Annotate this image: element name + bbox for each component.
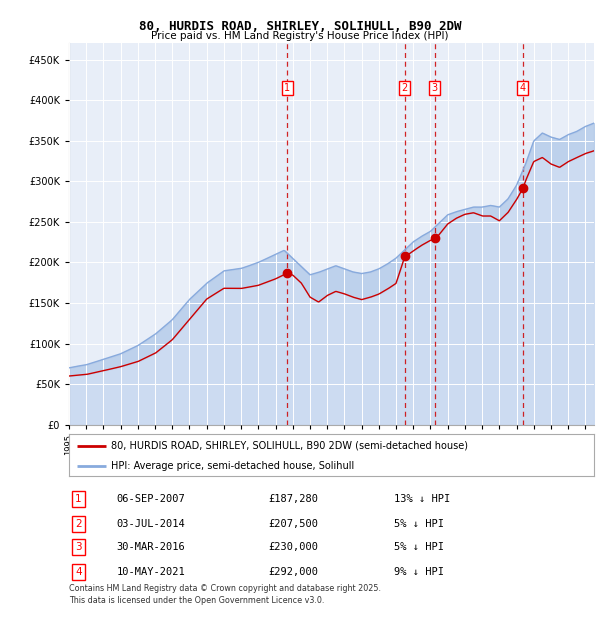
Text: £207,500: £207,500 [269, 519, 319, 529]
Text: 1: 1 [284, 83, 290, 93]
Text: 13% ↓ HPI: 13% ↓ HPI [395, 494, 451, 505]
Text: 03-JUL-2014: 03-JUL-2014 [116, 519, 185, 529]
Text: 4: 4 [75, 567, 82, 577]
Text: 4: 4 [520, 83, 526, 93]
Text: 06-SEP-2007: 06-SEP-2007 [116, 494, 185, 505]
Text: 2: 2 [75, 519, 82, 529]
Text: £187,280: £187,280 [269, 494, 319, 505]
Text: 2: 2 [401, 83, 408, 93]
Text: HPI: Average price, semi-detached house, Solihull: HPI: Average price, semi-detached house,… [111, 461, 354, 471]
Text: Price paid vs. HM Land Registry's House Price Index (HPI): Price paid vs. HM Land Registry's House … [151, 31, 449, 41]
Text: 80, HURDIS ROAD, SHIRLEY, SOLIHULL, B90 2DW (semi-detached house): 80, HURDIS ROAD, SHIRLEY, SOLIHULL, B90 … [111, 441, 468, 451]
Text: Contains HM Land Registry data © Crown copyright and database right 2025.
This d: Contains HM Land Registry data © Crown c… [69, 584, 381, 605]
Text: 3: 3 [432, 83, 438, 93]
Text: 80, HURDIS ROAD, SHIRLEY, SOLIHULL, B90 2DW: 80, HURDIS ROAD, SHIRLEY, SOLIHULL, B90 … [139, 20, 461, 33]
Text: 5% ↓ HPI: 5% ↓ HPI [395, 542, 445, 552]
Text: 3: 3 [75, 542, 82, 552]
Text: 30-MAR-2016: 30-MAR-2016 [116, 542, 185, 552]
Text: 5% ↓ HPI: 5% ↓ HPI [395, 519, 445, 529]
Text: £230,000: £230,000 [269, 542, 319, 552]
Text: 10-MAY-2021: 10-MAY-2021 [116, 567, 185, 577]
Text: £292,000: £292,000 [269, 567, 319, 577]
Text: 1: 1 [75, 494, 82, 505]
Text: 9% ↓ HPI: 9% ↓ HPI [395, 567, 445, 577]
